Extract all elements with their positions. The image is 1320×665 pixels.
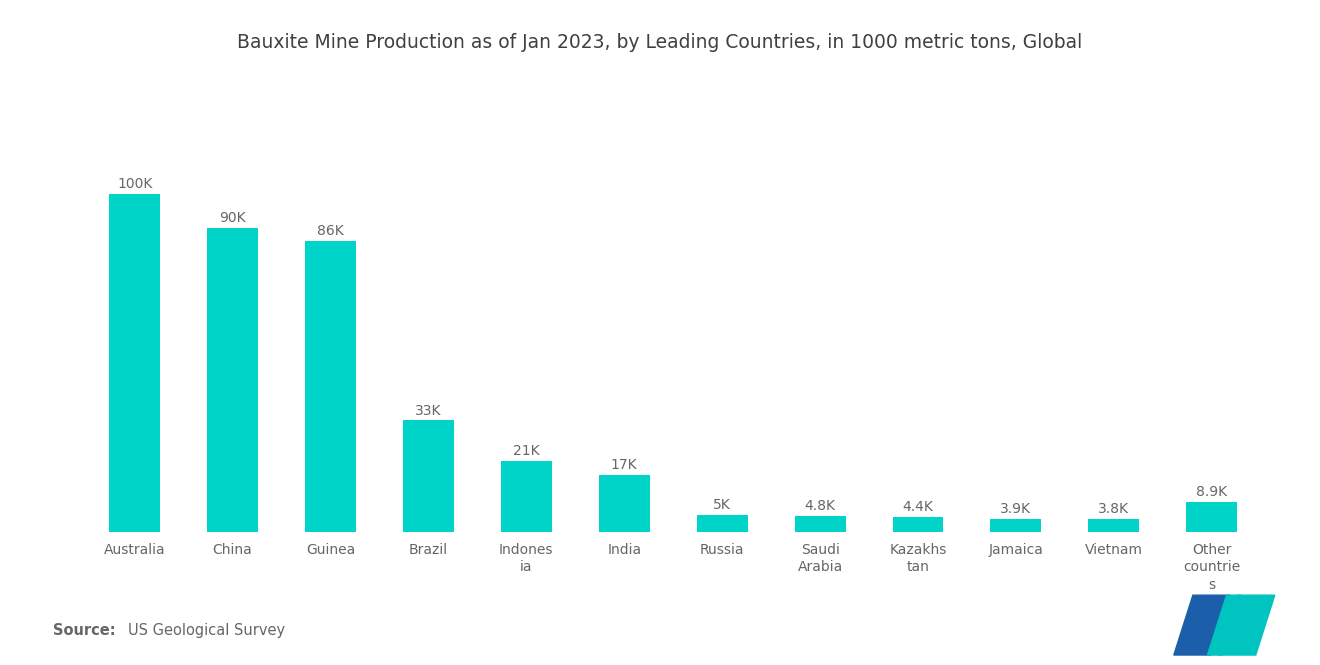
Text: Source:: Source: <box>53 623 115 638</box>
Text: 3.9K: 3.9K <box>1001 502 1031 516</box>
Text: 5K: 5K <box>713 498 731 513</box>
Bar <box>599 475 649 532</box>
Bar <box>500 461 552 532</box>
Text: 8.9K: 8.9K <box>1196 485 1228 499</box>
Bar <box>990 519 1041 532</box>
Polygon shape <box>1208 595 1241 655</box>
Bar <box>1187 502 1237 532</box>
Bar <box>207 227 257 532</box>
Text: 3.8K: 3.8K <box>1098 503 1130 517</box>
Polygon shape <box>1218 595 1275 655</box>
Bar <box>697 515 747 532</box>
Text: US Geological Survey: US Geological Survey <box>128 623 285 638</box>
Polygon shape <box>1173 595 1230 655</box>
Bar <box>1089 519 1139 532</box>
Bar <box>795 516 846 532</box>
Text: 4.8K: 4.8K <box>805 499 836 513</box>
Bar <box>892 517 944 532</box>
Text: 86K: 86K <box>317 225 345 239</box>
Bar <box>110 194 160 532</box>
Text: Bauxite Mine Production as of Jan 2023, by Leading Countries, in 1000 metric ton: Bauxite Mine Production as of Jan 2023, … <box>238 33 1082 53</box>
Text: 21K: 21K <box>513 444 540 458</box>
Text: 4.4K: 4.4K <box>903 501 933 515</box>
Bar <box>403 420 454 532</box>
Text: 17K: 17K <box>611 458 638 471</box>
Text: 90K: 90K <box>219 211 246 225</box>
Text: 100K: 100K <box>117 177 152 191</box>
Bar <box>305 241 356 532</box>
Text: 33K: 33K <box>416 404 442 418</box>
